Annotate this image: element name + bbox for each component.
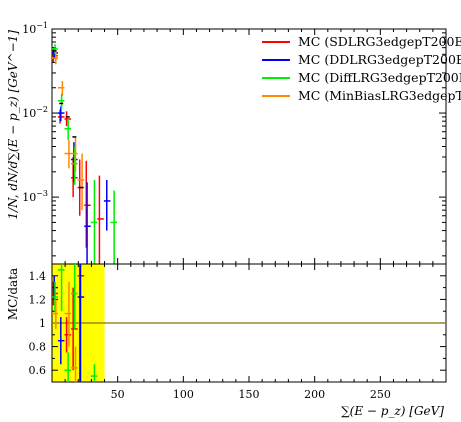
x-tick-label: 250 bbox=[370, 388, 391, 401]
y-axis-label-top: 1/N, dN/d∑(E − p_z) [GeV^−1] bbox=[6, 30, 20, 220]
x-axis-label: ∑(E − p_z) [GeV] bbox=[341, 404, 444, 418]
y-tick-label-ratio: 1.2 bbox=[29, 293, 47, 306]
y-axis-label-ratio: MC/data bbox=[6, 268, 20, 320]
x-tick-label: 100 bbox=[173, 388, 194, 401]
y-tick-label-ratio: 0.6 bbox=[29, 364, 47, 377]
y-tick-label-top: 10−2 bbox=[22, 105, 48, 120]
legend-label: MC (DDLRG3edgepT200E bbox=[298, 52, 461, 67]
y-tick-label-ratio: 0.8 bbox=[29, 341, 47, 354]
y-tick-label-top: 10−3 bbox=[22, 189, 48, 204]
main-plot-area bbox=[51, 28, 447, 265]
ratio-data-marks bbox=[52, 264, 446, 382]
legend-label: MC (DiffLRG3edgepT200E bbox=[298, 70, 461, 85]
x-tick-label: 200 bbox=[304, 388, 325, 401]
legend: MC (SDLRG3edgepT200E MC (DDLRG3edgepT200E… bbox=[262, 34, 461, 103]
x-tick-label: 50 bbox=[111, 388, 125, 401]
axis-labels: 50 100 150 200 250 10−1 10−2 10−3 0.6 0.8 1 1.2 1.4 ∑… bbox=[6, 21, 444, 418]
y-tick-label-top: 10−1 bbox=[22, 21, 48, 36]
legend-label: MC (SDLRG3edgepT200E bbox=[298, 34, 461, 49]
top-data-marks bbox=[52, 44, 118, 264]
legend-label: MC (MinBiasLRG3edgepT bbox=[298, 88, 461, 103]
y-tick-label-ratio: 1.4 bbox=[29, 270, 47, 283]
y-tick-label-ratio: 1 bbox=[39, 317, 46, 330]
x-tick-label: 150 bbox=[239, 388, 260, 401]
ratio-plot-area bbox=[51, 263, 447, 383]
